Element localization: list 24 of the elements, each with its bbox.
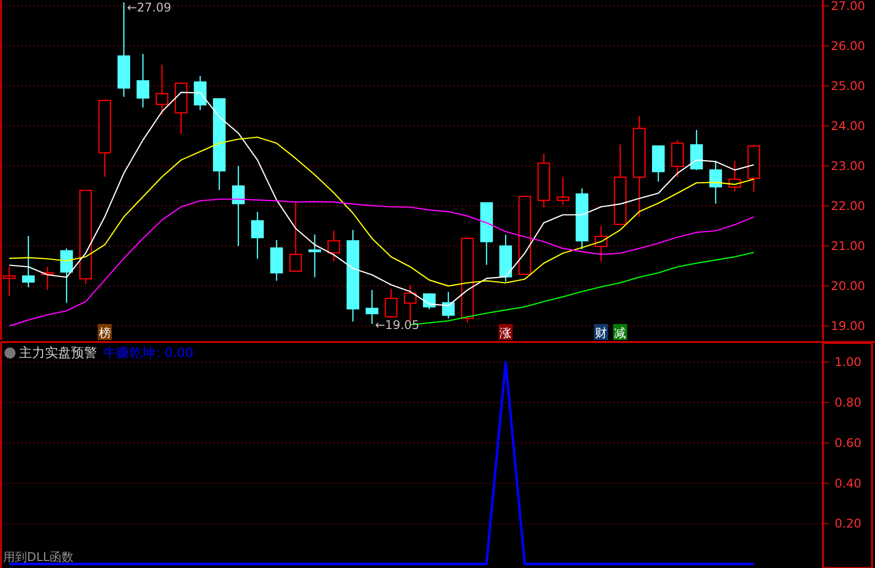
annotation: 用到DLL函数 [3, 550, 74, 564]
y-tick-label: 22.00 [830, 199, 866, 213]
y-tick-label: 0.80 [834, 396, 862, 410]
y-tick-label: 0.60 [834, 436, 862, 450]
y-tick-label: 24.00 [830, 119, 866, 133]
y-tick-label: 21.00 [830, 239, 866, 253]
y-tick-label: 1.00 [834, 355, 862, 370]
annotation: ←19.05 [375, 318, 420, 332]
y-tick-label: 25.00 [830, 79, 866, 93]
y-tick-label: 0.40 [834, 476, 862, 490]
chart-title: 主力实盘预警 [19, 345, 97, 361]
annotation: : 0.00 [156, 346, 194, 361]
annotation: 减 [614, 326, 626, 340]
annotation: 财 [595, 326, 608, 340]
annotation: ←27.09 [126, 0, 172, 14]
y-tick-label: 19.00 [830, 319, 866, 333]
y-tick-label: 26.00 [830, 39, 866, 53]
text: 牛赚乾坤 [103, 346, 155, 361]
y-tick-label: 20.00 [830, 279, 866, 293]
y-tick-label: 27.00 [830, 0, 866, 13]
annotation: 涨 [500, 326, 512, 340]
y-tick-label: 0.20 [834, 516, 862, 531]
y-tick-label: 23.00 [830, 159, 866, 173]
annotation: 榜 [98, 326, 111, 340]
